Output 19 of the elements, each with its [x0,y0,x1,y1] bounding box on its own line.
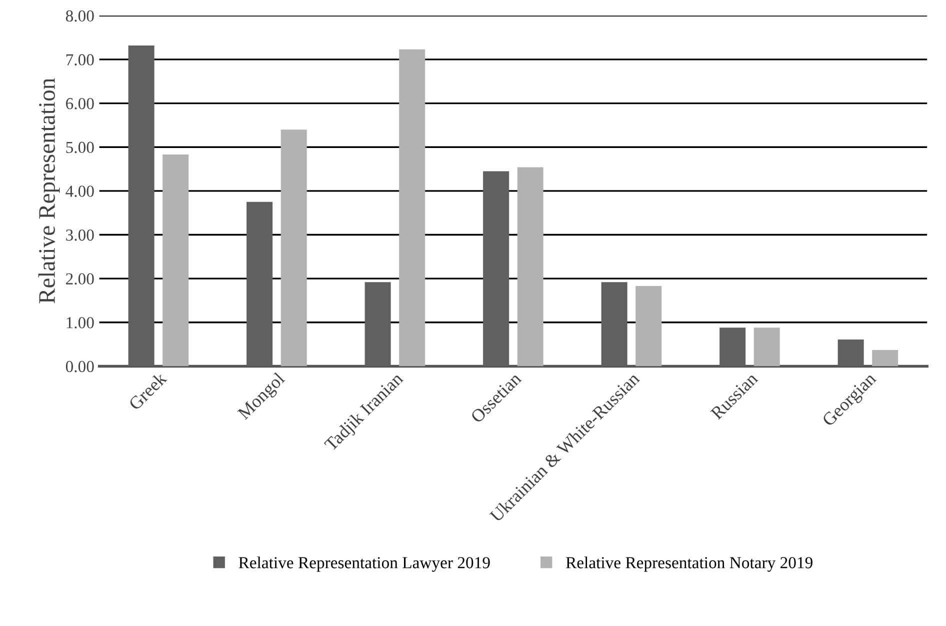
bar [872,350,898,366]
legend-label: Relative Representation Notary 2019 [566,556,812,572]
y-tick-label: 0.00 [66,360,94,372]
y-tick-label: 4.00 [66,186,94,197]
y-tick-label: 6.00 [66,98,94,110]
bar [399,49,426,366]
y-tick-label: 1.00 [66,317,94,328]
y-tick-label: 8.00 [66,10,94,22]
bar [517,167,544,366]
y-axis-title: Relative Representation [38,78,60,304]
bar [280,130,307,366]
bar [636,286,662,366]
y-tick-label: 7.00 [66,54,94,66]
bar [754,328,780,366]
y-tick-label: 3.00 [66,229,94,241]
bar [162,154,189,366]
y-tick-label: 2.00 [66,273,94,285]
y-tick-label: 5.00 [66,142,94,154]
legend-label: Relative Representation Lawyer 2019 [238,556,490,572]
